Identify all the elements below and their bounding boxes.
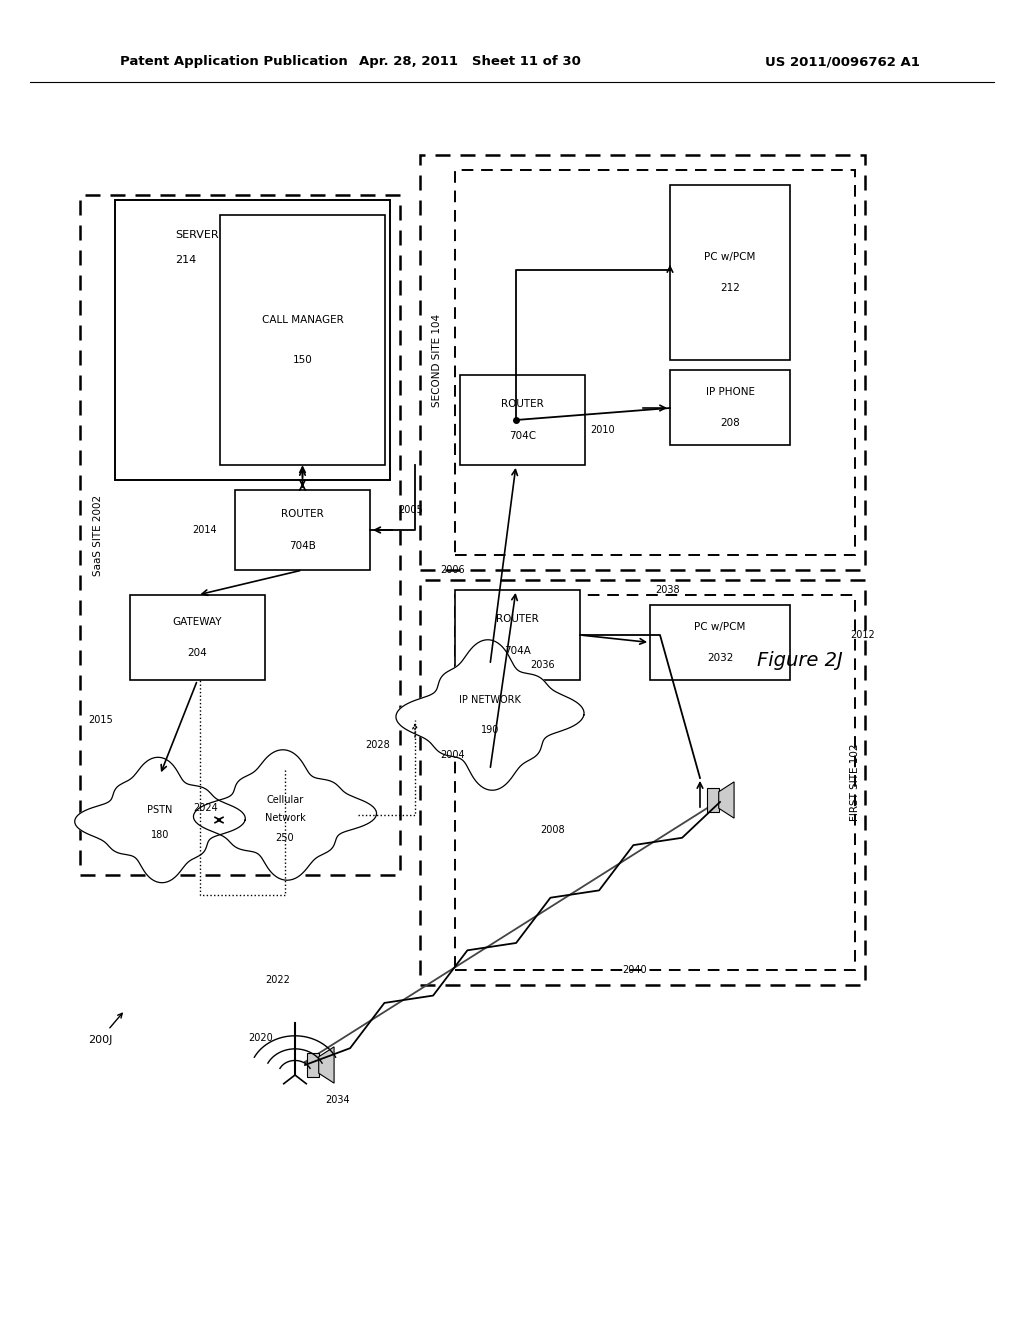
Text: Figure 2J: Figure 2J (757, 651, 843, 669)
Polygon shape (75, 758, 246, 883)
Text: 704C: 704C (509, 430, 536, 441)
Text: FIRST SITE 102: FIRST SITE 102 (850, 743, 860, 821)
Text: 2028: 2028 (365, 741, 390, 750)
Text: 704A: 704A (504, 645, 530, 656)
Text: 180: 180 (151, 830, 169, 840)
Text: PC w/PCM: PC w/PCM (705, 252, 756, 261)
Text: 2004: 2004 (440, 750, 465, 760)
Text: 2040: 2040 (622, 965, 646, 975)
Polygon shape (318, 1047, 334, 1084)
Text: CALL MANAGER: CALL MANAGER (261, 315, 343, 325)
Text: 2012: 2012 (850, 630, 874, 640)
Text: ROUTER: ROUTER (501, 399, 544, 409)
Text: Apr. 28, 2011   Sheet 11 of 30: Apr. 28, 2011 Sheet 11 of 30 (359, 55, 581, 69)
Bar (420, 154, 865, 570)
Text: 2032: 2032 (707, 653, 733, 664)
Polygon shape (194, 750, 377, 880)
Bar (455, 590, 580, 680)
Text: 208: 208 (720, 418, 740, 428)
Text: 2015: 2015 (88, 715, 113, 725)
Text: 704B: 704B (289, 541, 316, 550)
Bar (220, 215, 385, 465)
Text: Network: Network (264, 813, 305, 822)
Text: SERVER: SERVER (175, 230, 219, 240)
Text: 212: 212 (720, 284, 740, 293)
Text: 250: 250 (275, 833, 294, 843)
Text: 214: 214 (175, 255, 197, 265)
Text: 2020: 2020 (248, 1034, 272, 1043)
Text: 2010: 2010 (590, 425, 614, 436)
Text: IP NETWORK: IP NETWORK (459, 696, 521, 705)
Bar (130, 595, 265, 680)
Text: 2014: 2014 (193, 525, 217, 535)
Bar (650, 605, 790, 680)
Bar (670, 185, 790, 360)
Text: IP PHONE: IP PHONE (706, 387, 755, 396)
Text: SECOND SITE 104: SECOND SITE 104 (432, 313, 442, 407)
Text: SaaS SITE 2002: SaaS SITE 2002 (93, 495, 103, 576)
Bar (460, 375, 585, 465)
Text: 2024: 2024 (193, 803, 218, 813)
Text: 2036: 2036 (530, 660, 555, 671)
Text: ROUTER: ROUTER (282, 510, 324, 519)
Text: 190: 190 (481, 725, 499, 735)
Bar (670, 370, 790, 445)
Bar (455, 595, 855, 970)
Bar (307, 1053, 318, 1077)
Polygon shape (396, 640, 584, 791)
Text: Cellular: Cellular (266, 795, 304, 805)
Bar (234, 490, 370, 570)
Text: 150: 150 (293, 355, 312, 364)
Polygon shape (719, 781, 734, 818)
Text: Patent Application Publication: Patent Application Publication (120, 55, 348, 69)
Text: PSTN: PSTN (147, 805, 173, 814)
Text: 2006: 2006 (440, 565, 465, 576)
Text: 2034: 2034 (325, 1096, 349, 1105)
Text: ROUTER: ROUTER (496, 614, 539, 624)
Text: GATEWAY: GATEWAY (173, 616, 222, 627)
Text: 200J: 200J (88, 1035, 113, 1045)
Bar (115, 201, 390, 480)
Text: 2038: 2038 (655, 585, 680, 595)
Text: US 2011/0096762 A1: US 2011/0096762 A1 (765, 55, 920, 69)
Bar (455, 170, 855, 554)
Bar (708, 788, 719, 812)
Text: 204: 204 (187, 648, 208, 659)
Text: 2008: 2008 (540, 825, 564, 836)
Text: 2022: 2022 (265, 975, 290, 985)
Text: 2005: 2005 (398, 506, 423, 515)
Bar (80, 195, 400, 875)
Bar (420, 579, 865, 985)
Text: PC w/PCM: PC w/PCM (694, 622, 745, 632)
